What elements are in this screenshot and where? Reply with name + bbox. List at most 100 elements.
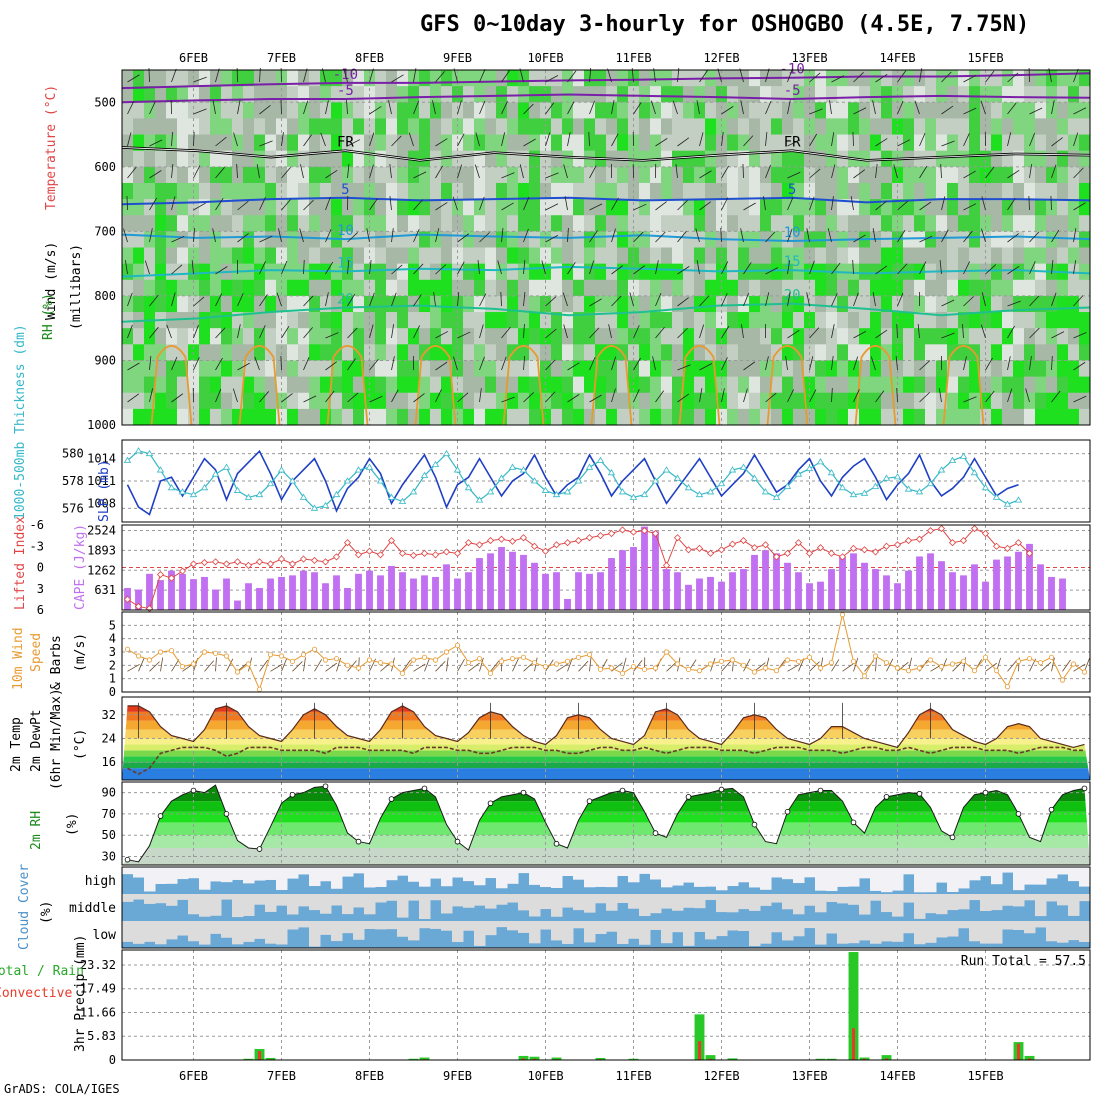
- rh-cell: [463, 118, 475, 136]
- rh-cell: [1079, 118, 1091, 136]
- upper-wind-barb: [144, 260, 150, 275]
- lifted-index-point: [706, 549, 715, 557]
- cloud-gap: [837, 921, 849, 944]
- rh-cell: [958, 134, 970, 152]
- rh-cell: [496, 344, 508, 361]
- rh-cell: [771, 376, 783, 394]
- surface-wind-barb: [556, 663, 569, 672]
- cloud-gap: [859, 867, 871, 879]
- upper-wind-barb: [870, 356, 876, 371]
- temperature-contour: [121, 93, 1091, 104]
- cape-bar: [993, 559, 1000, 610]
- rh-cell: [848, 247, 860, 265]
- cloud-gap: [1046, 894, 1058, 902]
- rh-cell: [309, 118, 321, 136]
- precip-total-bar: [595, 1057, 606, 1060]
- rh-cell: [177, 199, 189, 216]
- rh-cell: [749, 279, 761, 297]
- cloud-gap: [925, 921, 937, 943]
- upper-wind-barb: [633, 102, 642, 115]
- upper-wind-barb: [457, 164, 463, 179]
- lifted-index-point: [343, 539, 352, 547]
- rh-cell: [144, 102, 156, 119]
- surface-wind-barb: [446, 657, 449, 672]
- lifted-index-point: [871, 548, 880, 556]
- credit-label: GrADS: COLA/IGES: [4, 1082, 120, 1096]
- rh-cell: [463, 102, 475, 119]
- rh-cell: [1057, 312, 1069, 329]
- rh-cell: [287, 166, 299, 184]
- rh-point: [223, 811, 230, 817]
- thickness-point: [310, 504, 319, 511]
- rh-cell: [980, 263, 992, 281]
- rh-cell: [650, 295, 662, 313]
- rh-cell: [199, 199, 211, 216]
- rh-cell: [1002, 86, 1014, 103]
- cloud-gap: [628, 921, 640, 939]
- cloud-gap: [958, 921, 970, 929]
- rh-cell: [551, 376, 563, 394]
- upper-wind-barb: [1029, 107, 1043, 115]
- rh-cell: [903, 182, 915, 200]
- rh-cell: [518, 231, 530, 248]
- rh-cell: [991, 312, 1003, 329]
- upper-wind-barb: [193, 131, 195, 147]
- cloud-gap: [826, 921, 838, 934]
- rh-cell: [584, 182, 596, 200]
- rh-cell: [485, 376, 497, 394]
- cloud-gap: [1057, 867, 1069, 875]
- cloud-gap: [342, 921, 354, 934]
- cloud-gap: [562, 894, 574, 908]
- upper-wind-barb: [369, 260, 372, 275]
- thickness-point: [508, 463, 517, 470]
- upper-wind-barb: [1073, 332, 1087, 339]
- rh-cell: [419, 392, 431, 410]
- rh-cell: [243, 231, 255, 248]
- rh-cell: [914, 360, 926, 378]
- rh-cell: [375, 328, 387, 345]
- cape-bar: [839, 556, 846, 610]
- rh-cell: [650, 376, 662, 394]
- rh-cell: [705, 118, 717, 136]
- precip-total-bar: [419, 1057, 430, 1060]
- upper-wind-barb: [523, 324, 525, 339]
- cloud-gap: [672, 894, 684, 911]
- rh-cell: [826, 70, 838, 87]
- upper-wind-barb: [278, 228, 282, 243]
- cloud-gap: [155, 921, 167, 945]
- rh-cell: [419, 263, 431, 281]
- rh-cell: [1068, 166, 1080, 184]
- upper-wind-barb: [567, 362, 580, 371]
- cloud-layer-label: high: [85, 874, 116, 889]
- cloud-gap: [584, 894, 596, 913]
- wind-speed-point: [597, 666, 604, 672]
- rh-cell: [518, 166, 530, 184]
- rh-cell: [518, 134, 530, 152]
- rh-cell: [760, 312, 772, 329]
- rh-cell: [441, 86, 453, 103]
- cloud-gap: [969, 921, 981, 942]
- rh-cell: [166, 408, 178, 426]
- rh-cell: [1035, 102, 1047, 119]
- thickness-point: [486, 488, 495, 495]
- cloud-gap: [188, 921, 200, 942]
- rh-cell: [562, 376, 574, 394]
- cloud-gap: [309, 867, 321, 887]
- rh-cell: [232, 182, 244, 200]
- rh-cell: [914, 376, 926, 394]
- cape-bar: [1026, 543, 1033, 610]
- wind-speed-point: [652, 665, 659, 671]
- rh-cell: [639, 215, 651, 232]
- rh-cell: [584, 312, 596, 329]
- rh-cell: [782, 279, 794, 297]
- rh-cell: [551, 199, 563, 216]
- upper-wind-barb: [1051, 100, 1055, 115]
- rh-cell: [452, 360, 464, 378]
- rh-cell: [320, 408, 332, 426]
- upper-wind-barb: [1007, 72, 1019, 83]
- wind-speed-point: [575, 654, 582, 660]
- thickness-point: [211, 470, 220, 477]
- rh-cell: [122, 247, 134, 265]
- rh-cell: [650, 408, 662, 426]
- rh-cell: [474, 263, 486, 281]
